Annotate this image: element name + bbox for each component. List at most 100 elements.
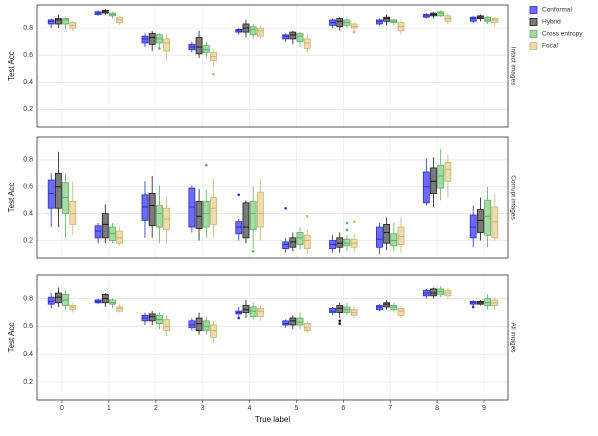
outlier bbox=[352, 220, 356, 223]
box bbox=[469, 16, 477, 22]
box bbox=[249, 306, 257, 318]
box bbox=[249, 26, 257, 36]
x-axis-label: True label bbox=[255, 415, 291, 424]
outlier bbox=[352, 30, 356, 34]
strip-label: Corrupt images bbox=[509, 175, 516, 220]
box bbox=[343, 238, 351, 247]
box bbox=[296, 232, 304, 245]
box bbox=[289, 317, 297, 326]
x-tick-label: 1 bbox=[107, 405, 111, 412]
x-tick-label: 4 bbox=[248, 405, 252, 412]
y-axis-label: Test Acc bbox=[7, 183, 16, 213]
legend-label: Cross entropy bbox=[542, 31, 583, 38]
strip-label: All images bbox=[509, 323, 516, 354]
box bbox=[397, 307, 405, 316]
box bbox=[148, 193, 156, 227]
legend-swatch bbox=[529, 30, 538, 38]
x-tick-label: 5 bbox=[294, 405, 298, 412]
box bbox=[62, 182, 69, 215]
y-tick-label: 0.2 bbox=[23, 379, 33, 386]
box bbox=[491, 18, 499, 24]
y-tick-label: 0.6 bbox=[23, 52, 33, 59]
box bbox=[336, 18, 344, 28]
y-tick-label: 0.4 bbox=[23, 210, 33, 217]
box bbox=[55, 172, 62, 209]
box bbox=[484, 298, 492, 306]
box bbox=[469, 214, 477, 239]
y-tick-label: 0.4 bbox=[23, 79, 33, 86]
outlier bbox=[345, 221, 349, 225]
outlier bbox=[237, 193, 241, 197]
box bbox=[383, 302, 391, 308]
legend-label: Hybrid bbox=[542, 19, 561, 26]
outlier bbox=[158, 47, 161, 50]
legend-swatch bbox=[529, 6, 538, 14]
box bbox=[101, 213, 109, 239]
panel-border bbox=[36, 136, 509, 259]
x-tick-label: 3 bbox=[201, 405, 205, 412]
box bbox=[188, 320, 196, 329]
box bbox=[47, 296, 55, 305]
box bbox=[376, 226, 383, 248]
y-tick-label: 0.8 bbox=[23, 295, 33, 302]
box bbox=[109, 299, 116, 305]
box bbox=[202, 201, 210, 228]
box bbox=[256, 27, 264, 37]
legend-swatch bbox=[529, 42, 538, 50]
box bbox=[163, 38, 170, 52]
outlier bbox=[284, 206, 287, 210]
y-tick-label: 0.4 bbox=[23, 351, 33, 358]
box bbox=[303, 234, 311, 249]
box bbox=[188, 187, 196, 228]
box bbox=[437, 11, 445, 17]
box bbox=[282, 241, 290, 249]
y-tick-label: 0.8 bbox=[23, 157, 33, 164]
x-tick-label: 0 bbox=[60, 405, 64, 412]
y-tick-label: 0.6 bbox=[23, 323, 33, 330]
outlier bbox=[204, 163, 208, 167]
box bbox=[350, 23, 358, 29]
outlier bbox=[305, 215, 309, 218]
legend-swatch bbox=[529, 18, 538, 26]
box bbox=[296, 317, 304, 326]
x-tick-label: 9 bbox=[482, 405, 486, 412]
box bbox=[195, 317, 203, 331]
box bbox=[195, 201, 203, 229]
panel-border bbox=[36, 274, 509, 401]
box bbox=[476, 209, 484, 233]
box bbox=[336, 237, 344, 248]
box bbox=[289, 31, 297, 40]
box bbox=[242, 305, 250, 313]
box bbox=[210, 197, 217, 225]
box bbox=[141, 194, 149, 221]
y-tick-label: 0.2 bbox=[23, 106, 33, 113]
box bbox=[383, 223, 391, 244]
box bbox=[282, 34, 290, 40]
box bbox=[303, 38, 311, 49]
box bbox=[47, 179, 55, 209]
box bbox=[484, 199, 492, 236]
box bbox=[155, 205, 163, 228]
panel-border bbox=[36, 4, 509, 128]
box bbox=[141, 35, 149, 44]
strip-label: Intact images bbox=[509, 47, 516, 86]
box bbox=[289, 237, 297, 248]
legend-label: Focal bbox=[542, 43, 558, 50]
outlier bbox=[338, 319, 342, 323]
x-tick-label: 6 bbox=[341, 405, 345, 412]
box bbox=[202, 320, 210, 331]
box bbox=[376, 19, 383, 25]
y-tick-label: 0.2 bbox=[23, 237, 33, 244]
box bbox=[242, 202, 250, 239]
box bbox=[148, 33, 156, 45]
y-axis-label: Test Acc bbox=[7, 323, 16, 353]
box bbox=[94, 225, 102, 239]
box bbox=[116, 306, 124, 312]
box bbox=[329, 307, 336, 313]
box bbox=[303, 323, 311, 331]
box bbox=[422, 171, 430, 204]
box bbox=[390, 305, 398, 311]
box bbox=[484, 16, 492, 22]
box bbox=[148, 313, 156, 322]
y-tick-label: 0.8 bbox=[23, 25, 33, 32]
